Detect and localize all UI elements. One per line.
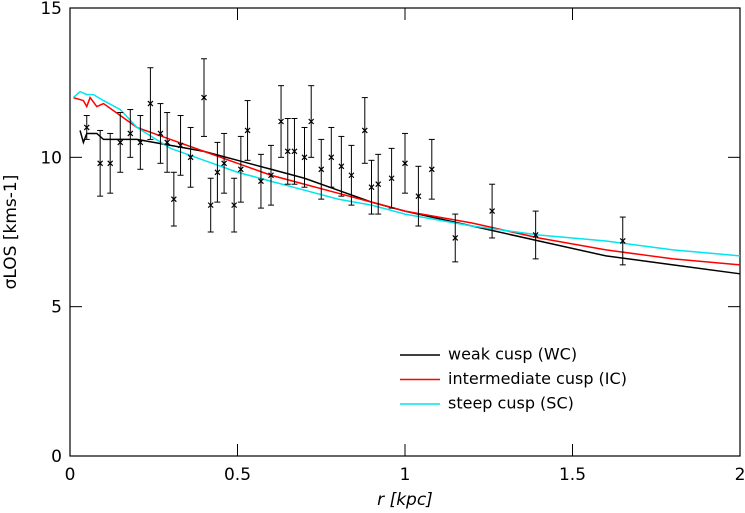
data-point xyxy=(147,100,154,107)
x-tick-label: 1 xyxy=(400,465,411,485)
data-point xyxy=(291,148,298,155)
plot-frame xyxy=(69,7,741,457)
data-point xyxy=(402,160,408,167)
data-point xyxy=(348,172,355,179)
data-point xyxy=(137,139,144,146)
data-point xyxy=(375,181,382,188)
data-point xyxy=(97,160,104,167)
legend-label: weak cusp (WC) xyxy=(448,345,577,364)
data-point xyxy=(268,172,274,179)
data-point xyxy=(214,169,221,176)
series-line xyxy=(73,96,741,266)
data-point xyxy=(318,166,325,173)
data-point xyxy=(83,124,90,131)
data-point xyxy=(489,208,496,215)
data-point xyxy=(207,202,214,209)
data-point xyxy=(328,154,335,161)
data-point xyxy=(107,160,114,167)
data-point xyxy=(415,193,422,200)
x-tick-label: 2 xyxy=(735,465,745,485)
data-point xyxy=(308,118,315,125)
x-tick-label: 0.5 xyxy=(224,465,251,485)
data-point xyxy=(258,178,264,185)
data-point xyxy=(388,175,395,182)
data-point xyxy=(127,130,134,137)
data-point xyxy=(452,235,459,241)
data-point xyxy=(201,94,207,101)
series-line xyxy=(72,90,741,257)
y-tick-label: 0 xyxy=(51,447,62,467)
data-point xyxy=(428,166,435,173)
y-tick-label: 5 xyxy=(51,298,62,318)
data-point xyxy=(284,148,291,155)
data-point xyxy=(157,130,164,137)
data-point xyxy=(301,154,308,161)
data-point xyxy=(170,196,177,203)
data-point xyxy=(244,127,251,134)
data-point xyxy=(117,139,124,146)
y-tick-label: 10 xyxy=(40,148,62,168)
y-tick-label: 15 xyxy=(40,0,62,19)
data-point xyxy=(221,160,228,167)
data-point xyxy=(237,166,244,173)
data-point xyxy=(231,202,238,209)
data-point xyxy=(187,154,194,161)
data-point xyxy=(619,238,626,244)
data-point xyxy=(164,139,171,146)
series-line xyxy=(79,130,741,275)
data-point xyxy=(338,163,345,170)
x-axis-label: r [kpc] xyxy=(377,490,433,510)
data-point xyxy=(278,118,284,125)
data-point xyxy=(361,127,368,134)
x-tick-label: 0 xyxy=(65,465,76,485)
legend-label: steep cusp (SC) xyxy=(448,394,574,413)
data-point xyxy=(368,184,375,191)
y-axis-label: σLOS [kms-1] xyxy=(1,175,21,290)
data-point xyxy=(177,142,184,149)
legend-label: intermediate cusp (IC) xyxy=(448,369,627,388)
x-tick-label: 1.5 xyxy=(559,465,586,485)
data-point xyxy=(532,232,539,238)
